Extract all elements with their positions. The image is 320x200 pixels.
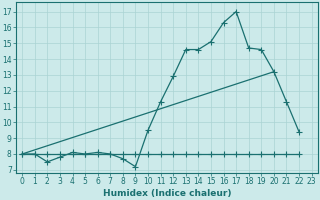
X-axis label: Humidex (Indice chaleur): Humidex (Indice chaleur) bbox=[103, 189, 231, 198]
